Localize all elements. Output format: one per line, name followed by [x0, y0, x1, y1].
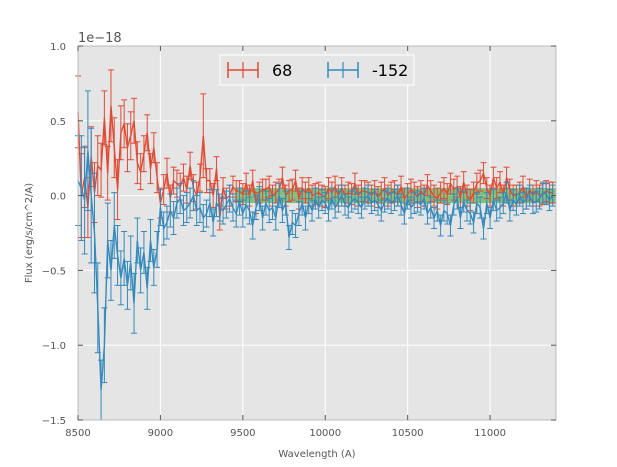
x-tick-label-3: 10000 — [309, 428, 341, 439]
legend: 68 -152 — [219, 54, 415, 86]
plot-area-background — [78, 46, 556, 420]
axis-ticks: 8500 9000 9500 10000 10500 11000 1.0 0.5 0.0 −0.5… — [42, 42, 557, 439]
x-tick-label-1: 9000 — [148, 428, 173, 439]
legend-handle-neg152 — [327, 62, 359, 78]
legend-handle-68 — [227, 62, 259, 78]
y-tick-label-5: −1.5 — [42, 416, 66, 427]
y-tick-label-0: 1.0 — [50, 42, 66, 53]
y-tick-label-4: −1.0 — [42, 341, 66, 352]
y-tick-label-1: 0.5 — [50, 117, 66, 128]
x-tick-label-0: 8500 — [65, 428, 90, 439]
x-tick-label-2: 9500 — [230, 428, 255, 439]
series-group — [75, 69, 556, 421]
y-axis-label: Flux (erg/s/cm^2/A) — [24, 183, 35, 283]
plot-frame — [77, 45, 557, 421]
y-offset-label: 1e−18 — [78, 31, 122, 46]
legend-label-neg152: -152 — [372, 61, 408, 80]
x-axis-label: Wavelength (A) — [278, 449, 355, 460]
x-tick-label-4: 10500 — [392, 428, 424, 439]
series-line-1 — [77, 150, 554, 391]
x-tick-label-5: 11000 — [474, 428, 506, 439]
legend-label-68: 68 — [272, 61, 292, 80]
y-tick-label-3: −0.5 — [42, 266, 66, 277]
series-1 — [75, 90, 556, 421]
y-tick-label-2: 0.0 — [50, 192, 66, 203]
